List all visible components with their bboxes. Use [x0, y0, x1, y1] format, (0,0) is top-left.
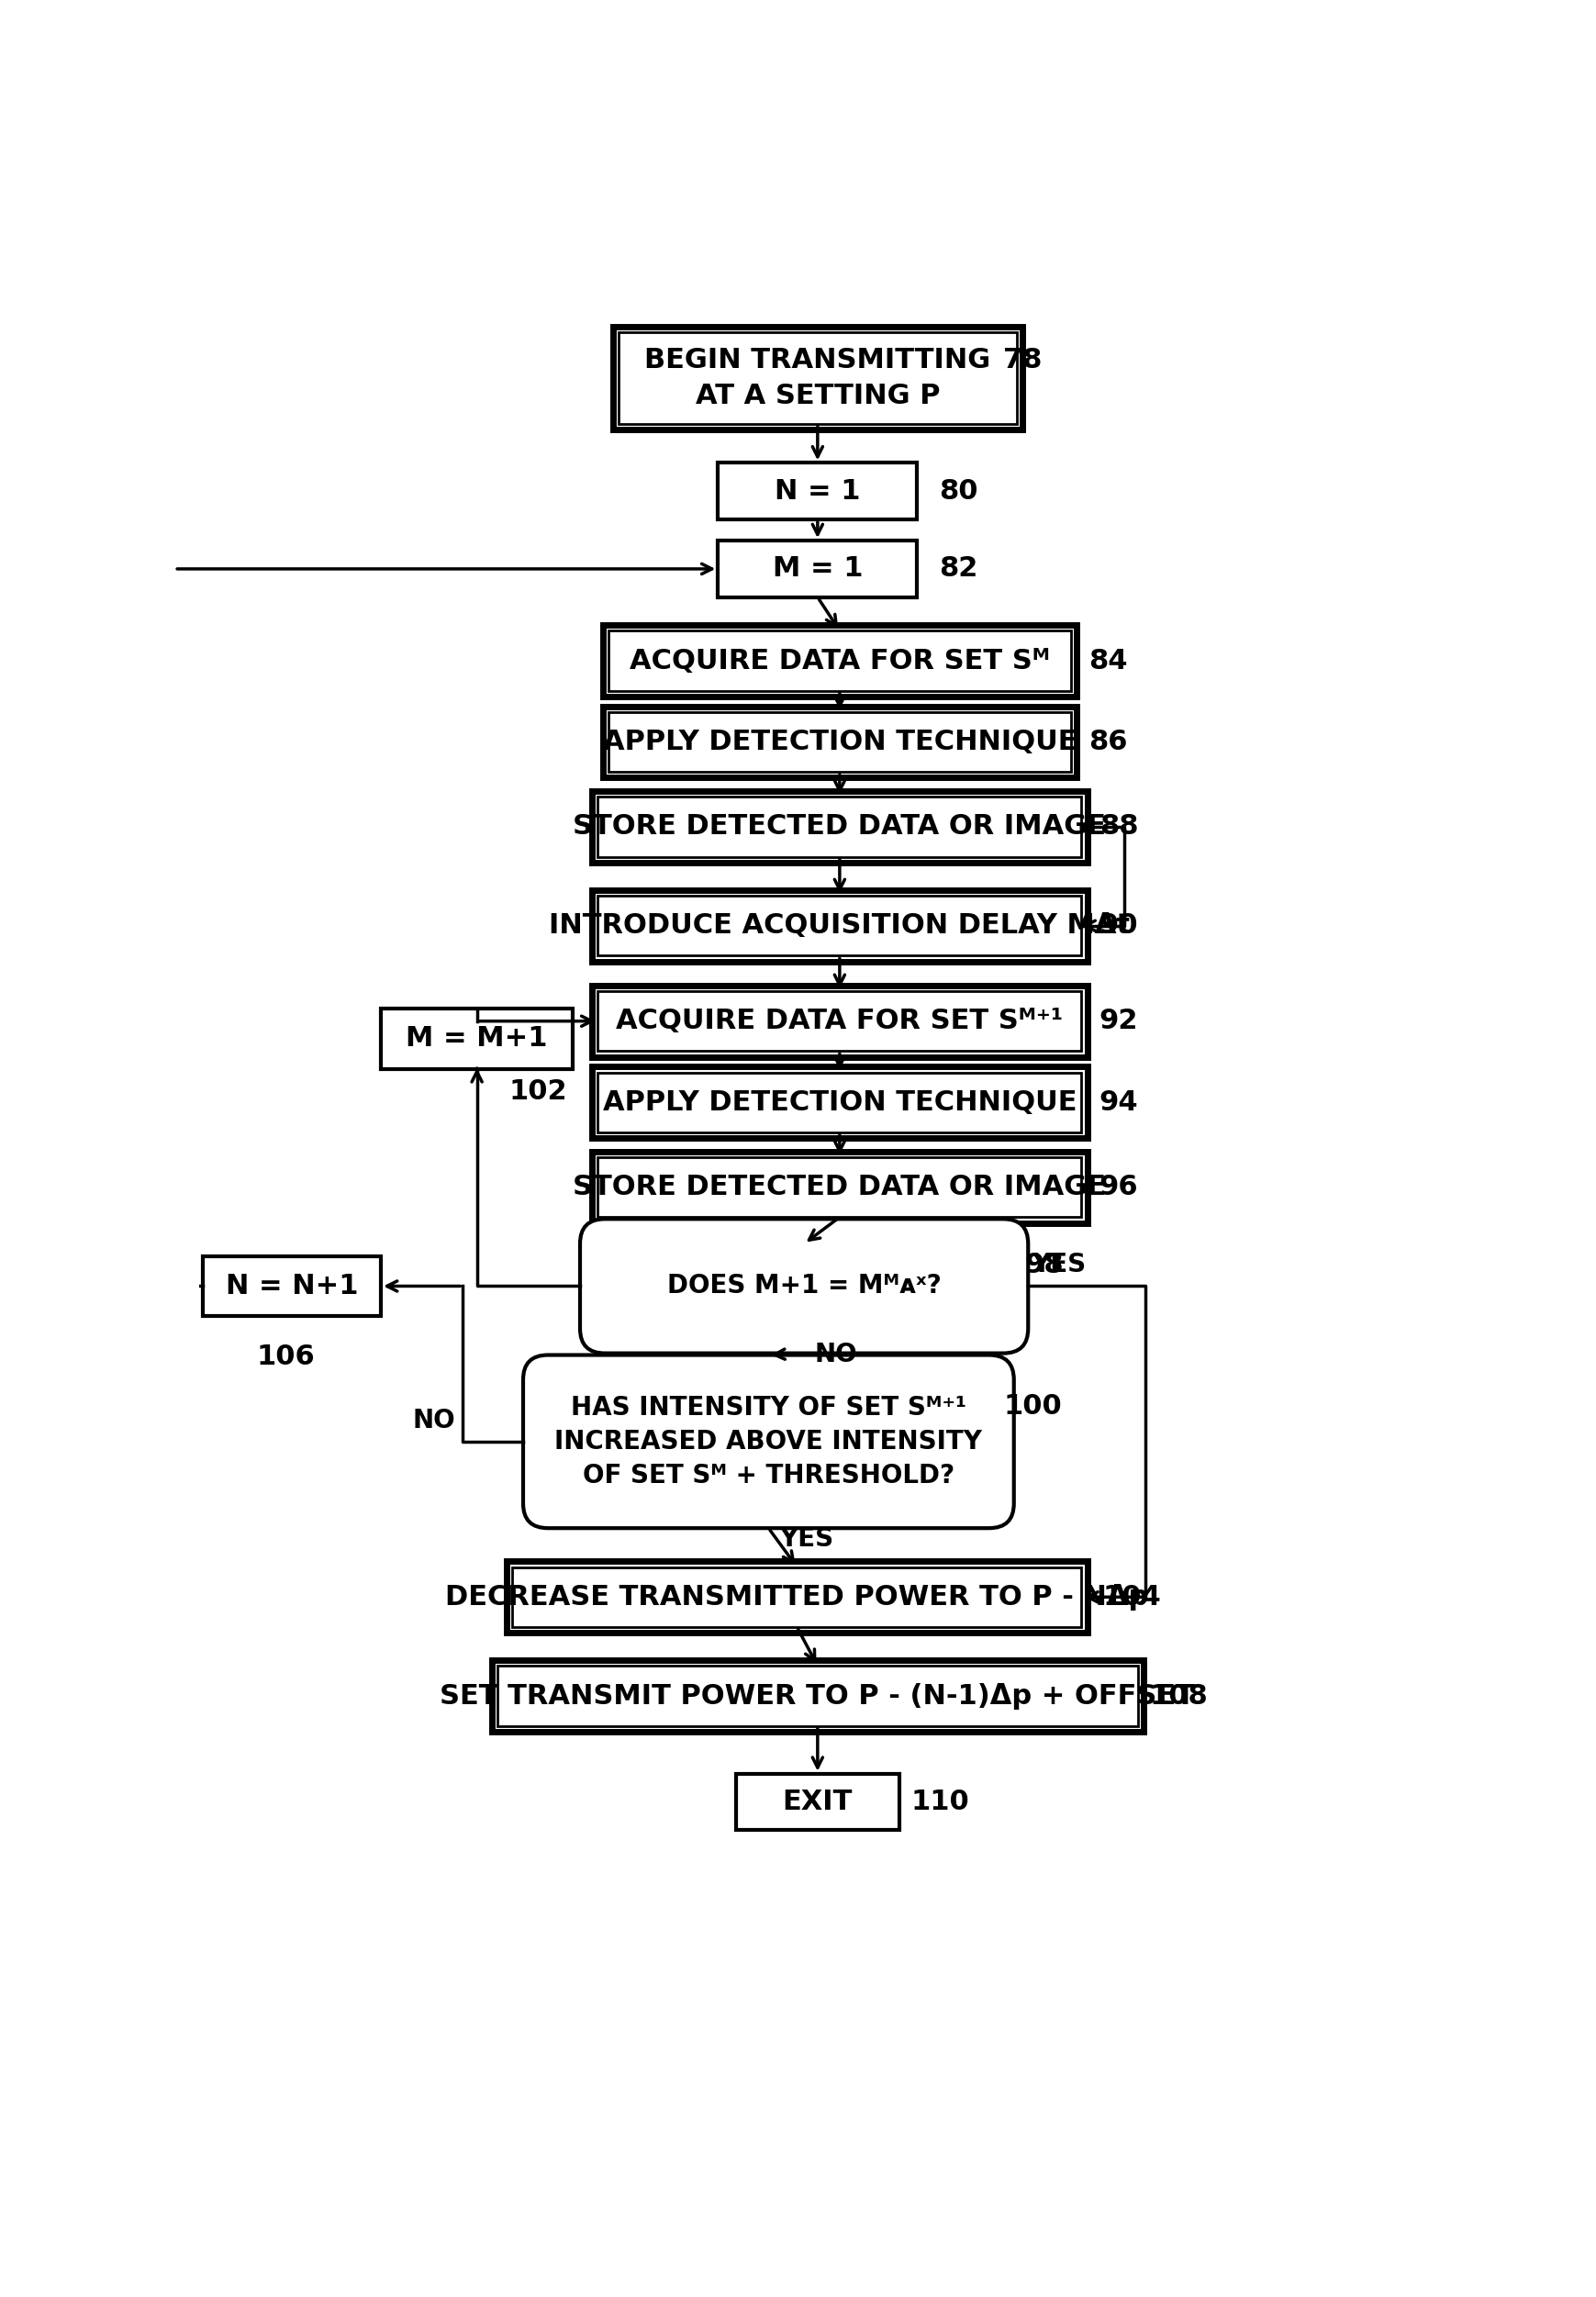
- FancyBboxPatch shape: [508, 1562, 1087, 1633]
- Text: 96: 96: [1100, 1174, 1138, 1201]
- Text: 102: 102: [509, 1080, 567, 1105]
- FancyBboxPatch shape: [512, 1567, 1082, 1626]
- FancyBboxPatch shape: [592, 889, 1087, 962]
- Text: STORE DETECTED DATA OR IMAGE: STORE DETECTED DATA OR IMAGE: [573, 1174, 1106, 1201]
- Text: 82: 82: [938, 556, 978, 581]
- FancyBboxPatch shape: [608, 712, 1071, 772]
- Text: YES: YES: [779, 1525, 833, 1550]
- Text: 78: 78: [1004, 347, 1042, 374]
- FancyBboxPatch shape: [598, 1073, 1082, 1132]
- Text: APPLY DETECTION TECHNIQUE: APPLY DETECTION TECHNIQUE: [603, 728, 1077, 756]
- Text: INTRODUCE ACQUISITION DELAY MΔt: INTRODUCE ACQUISITION DELAY MΔt: [549, 912, 1130, 939]
- FancyBboxPatch shape: [603, 625, 1076, 696]
- FancyBboxPatch shape: [603, 707, 1076, 779]
- Text: NO: NO: [413, 1408, 455, 1433]
- Text: NO: NO: [814, 1341, 857, 1367]
- FancyBboxPatch shape: [523, 1355, 1013, 1528]
- FancyBboxPatch shape: [598, 896, 1082, 956]
- Text: 94: 94: [1100, 1089, 1138, 1116]
- Text: 104: 104: [1103, 1583, 1162, 1610]
- Text: 88: 88: [1100, 813, 1138, 841]
- Text: DECREASE TRANSMITTED POWER TO P - NΔp: DECREASE TRANSMITTED POWER TO P - NΔp: [445, 1583, 1149, 1610]
- FancyBboxPatch shape: [736, 1773, 900, 1831]
- FancyBboxPatch shape: [718, 540, 918, 597]
- FancyBboxPatch shape: [203, 1256, 381, 1316]
- Text: STORE DETECTED DATA OR IMAGE: STORE DETECTED DATA OR IMAGE: [573, 813, 1106, 841]
- Text: 86: 86: [1088, 728, 1128, 756]
- Text: BEGIN TRANSMITTING
AT A SETTING P: BEGIN TRANSMITTING AT A SETTING P: [645, 347, 991, 409]
- Text: 110: 110: [911, 1789, 969, 1815]
- FancyBboxPatch shape: [598, 1158, 1082, 1217]
- Text: 92: 92: [1100, 1008, 1138, 1034]
- Text: 90: 90: [1100, 912, 1138, 939]
- FancyBboxPatch shape: [579, 1220, 1028, 1353]
- Text: N = 1: N = 1: [774, 478, 860, 505]
- Text: 108: 108: [1149, 1684, 1208, 1709]
- Text: ACQUIRE DATA FOR SET Sᴹ⁺¹: ACQUIRE DATA FOR SET Sᴹ⁺¹: [616, 1008, 1063, 1034]
- Text: APPLY DETECTION TECHNIQUE: APPLY DETECTION TECHNIQUE: [603, 1089, 1077, 1116]
- FancyBboxPatch shape: [381, 1008, 573, 1068]
- FancyBboxPatch shape: [718, 464, 918, 519]
- Text: 84: 84: [1088, 648, 1128, 673]
- FancyBboxPatch shape: [598, 990, 1082, 1052]
- Text: 106: 106: [257, 1344, 314, 1369]
- Text: 80: 80: [938, 478, 978, 505]
- Text: SET TRANSMIT POWER TO P - (N-1)Δp + OFFSET: SET TRANSMIT POWER TO P - (N-1)Δp + OFFS…: [440, 1684, 1195, 1709]
- FancyBboxPatch shape: [592, 790, 1087, 861]
- Text: 100: 100: [1004, 1392, 1061, 1420]
- Text: DOES M+1 = Mᴹᴀˣ?: DOES M+1 = Mᴹᴀˣ?: [667, 1273, 942, 1300]
- FancyBboxPatch shape: [592, 1066, 1087, 1137]
- FancyBboxPatch shape: [498, 1665, 1138, 1725]
- Text: HAS INTENSITY OF SET Sᴹ⁺¹
INCREASED ABOVE INTENSITY
OF SET Sᴹ + THRESHOLD?: HAS INTENSITY OF SET Sᴹ⁺¹ INCREASED ABOV…: [555, 1394, 983, 1488]
- FancyBboxPatch shape: [592, 1151, 1087, 1222]
- Text: ACQUIRE DATA FOR SET Sᴹ: ACQUIRE DATA FOR SET Sᴹ: [629, 648, 1050, 673]
- Text: YES: YES: [1031, 1252, 1085, 1277]
- Text: 98: 98: [1025, 1252, 1063, 1277]
- Text: N = N+1: N = N+1: [225, 1273, 358, 1300]
- FancyBboxPatch shape: [618, 333, 1017, 425]
- FancyBboxPatch shape: [598, 797, 1082, 857]
- FancyBboxPatch shape: [613, 326, 1023, 430]
- Text: EXIT: EXIT: [782, 1789, 852, 1815]
- FancyBboxPatch shape: [608, 632, 1071, 691]
- FancyBboxPatch shape: [592, 985, 1087, 1057]
- Text: M = M+1: M = M+1: [405, 1024, 547, 1052]
- Text: M = 1: M = 1: [772, 556, 863, 581]
- FancyBboxPatch shape: [492, 1661, 1143, 1732]
